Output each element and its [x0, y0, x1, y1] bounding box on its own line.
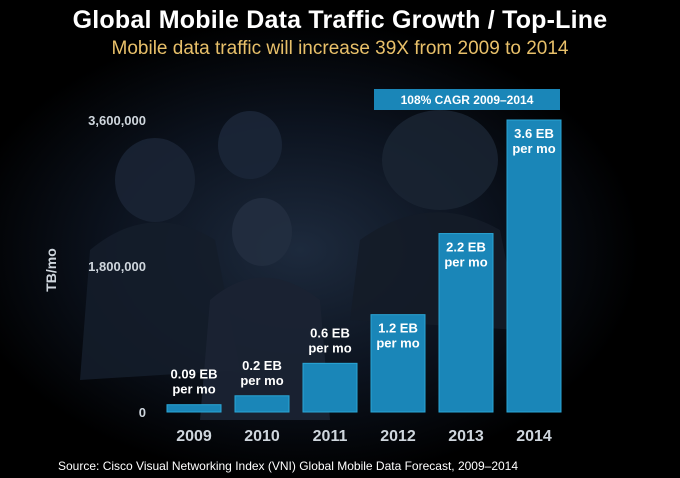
data-label-2013-line1: 2.2 EB [446, 240, 486, 255]
y-tick-1: 1,800,000 [88, 259, 146, 274]
bar-2014 [506, 119, 562, 413]
x-tick-2011: 2011 [313, 428, 348, 445]
data-label-2012-line1: 1.2 EB [378, 321, 418, 336]
bar-2010 [234, 395, 290, 413]
data-label-2010-line2: per mo [240, 373, 283, 388]
cagr-annotation-text: 108% CAGR 2009–2014 [401, 93, 534, 107]
bar-2011 [302, 362, 358, 413]
cagr-annotation: 108% CAGR 2009–2014 [374, 89, 560, 110]
bar-2012 [370, 314, 426, 413]
data-label-2013-line2: per mo [444, 255, 487, 270]
bar-2013 [438, 233, 494, 413]
x-tick-2010: 2010 [244, 428, 280, 445]
data-label-2009-line1: 0.09 EB [171, 367, 218, 382]
y-axis-label: TB/mo [43, 248, 59, 292]
data-label-2012-line2: per mo [376, 336, 419, 351]
chart-title: Global Mobile Data Traffic Growth / Top-… [72, 6, 608, 34]
data-label-2014-line1: 3.6 EB [514, 126, 554, 141]
x-tick-2009: 2009 [176, 428, 212, 445]
data-label-2014-line2: per mo [512, 141, 555, 156]
x-tick-2014: 2014 [516, 428, 552, 445]
data-label-2009-line2: per mo [172, 382, 215, 397]
data-label-2011-line1: 0.6 EB [310, 325, 350, 340]
data-label-2011-line2: per mo [308, 340, 351, 355]
y-tick-0: 0 [139, 405, 146, 420]
bar-2009 [166, 404, 222, 413]
x-tick-2012: 2012 [380, 428, 416, 445]
chart-subtitle: Mobile data traffic will increase 39X fr… [111, 38, 569, 59]
background-photo-silhouettes [80, 110, 520, 420]
y-tick-2: 3,600,000 [88, 113, 146, 128]
source-note: Source: Cisco Visual Networking Index (V… [58, 459, 519, 473]
x-tick-2013: 2013 [448, 428, 484, 445]
data-label-2010-line1: 0.2 EB [242, 358, 282, 373]
